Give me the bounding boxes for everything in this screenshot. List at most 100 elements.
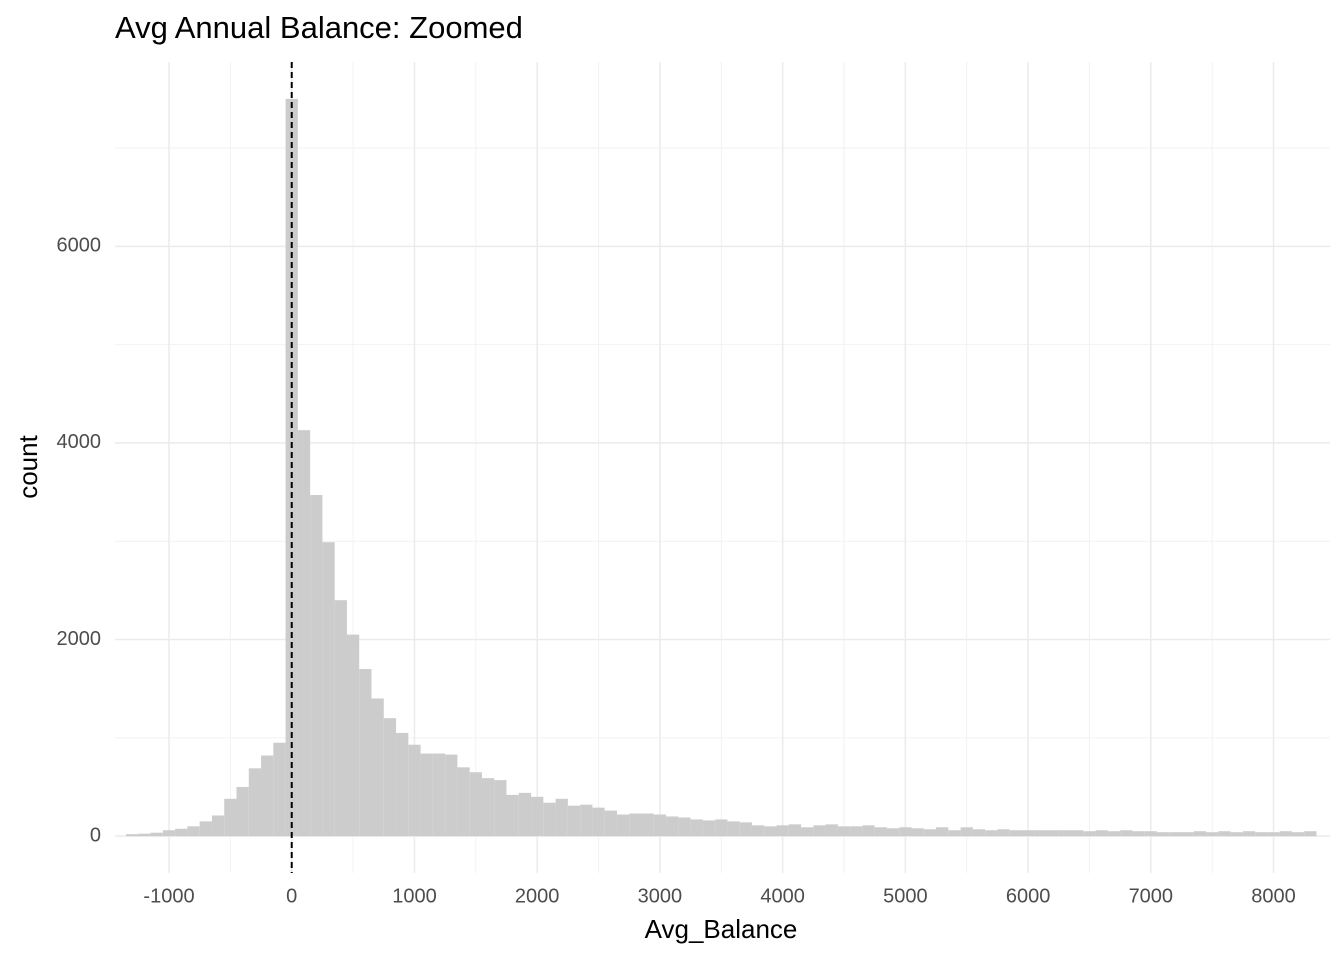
bar <box>396 732 409 837</box>
bar <box>1095 830 1108 837</box>
bar <box>997 829 1010 837</box>
bar <box>788 824 802 837</box>
bar <box>1304 831 1317 837</box>
bar <box>1267 832 1280 837</box>
bar <box>874 827 887 837</box>
bar <box>923 829 937 837</box>
bar <box>580 804 593 837</box>
bar <box>1218 831 1231 837</box>
bar <box>481 778 495 837</box>
bar <box>592 807 605 837</box>
bar <box>1120 830 1133 837</box>
bar <box>1144 831 1157 837</box>
bar <box>1034 830 1047 837</box>
x-tick-label: 1000 <box>392 885 437 907</box>
bar <box>273 742 286 837</box>
bar <box>334 600 347 837</box>
bar <box>543 802 556 837</box>
bar <box>825 824 838 837</box>
y-tick-label: 0 <box>90 824 101 846</box>
bar <box>1193 831 1207 837</box>
bar <box>666 816 679 837</box>
bar <box>297 430 311 837</box>
bar <box>862 825 875 837</box>
bar <box>420 753 433 837</box>
bar <box>1279 831 1292 837</box>
bar <box>960 827 973 837</box>
bar <box>801 827 814 837</box>
bar <box>813 825 826 837</box>
bar <box>359 669 372 837</box>
bar <box>408 744 421 837</box>
bar <box>1009 830 1022 837</box>
bar <box>948 830 961 837</box>
bar <box>604 810 617 837</box>
y-axis-label: count <box>13 434 43 498</box>
bar <box>776 825 789 837</box>
bar <box>899 827 912 837</box>
bar <box>886 828 900 837</box>
bar <box>1255 832 1268 837</box>
bar <box>199 821 212 837</box>
x-tick-label: 8000 <box>1251 885 1296 907</box>
bar <box>739 822 752 837</box>
bar <box>175 828 188 837</box>
bar <box>211 815 225 837</box>
bar <box>985 830 998 837</box>
bar <box>248 768 262 837</box>
bar <box>567 805 581 837</box>
bar <box>1058 830 1072 837</box>
bar <box>850 826 863 837</box>
bar <box>506 794 519 837</box>
bar <box>1107 831 1121 837</box>
bar <box>1230 832 1243 837</box>
bar <box>702 820 716 837</box>
bar <box>629 813 642 837</box>
bar <box>310 495 323 837</box>
x-tick-label: 3000 <box>638 885 683 907</box>
bar <box>727 821 740 837</box>
y-tick-label: 2000 <box>57 628 102 650</box>
bar <box>1083 831 1096 837</box>
bar <box>469 772 482 837</box>
bar <box>972 829 986 837</box>
x-tick-label: 5000 <box>883 885 928 907</box>
bar <box>1242 831 1256 837</box>
bar <box>371 698 384 837</box>
x-tick-label: 6000 <box>1006 885 1051 907</box>
bar <box>1156 832 1170 837</box>
bar <box>187 826 200 837</box>
bar <box>457 767 470 837</box>
bar <box>261 755 274 837</box>
bar <box>1291 832 1305 837</box>
y-tick-label: 6000 <box>57 235 102 257</box>
bar <box>1021 830 1035 837</box>
bar <box>678 817 691 837</box>
bar <box>1206 832 1219 837</box>
bar <box>150 832 163 837</box>
bar <box>383 718 397 837</box>
bar <box>641 813 654 837</box>
bar <box>518 792 532 837</box>
x-tick-label: -1000 <box>143 885 194 907</box>
bar <box>555 798 568 837</box>
bar <box>445 754 458 837</box>
bar <box>494 780 507 837</box>
bar <box>1071 830 1084 837</box>
x-tick-label: 4000 <box>760 885 805 907</box>
y-tick-label: 4000 <box>57 431 102 453</box>
bar <box>653 814 667 837</box>
bar <box>764 826 777 837</box>
bar <box>751 825 765 837</box>
bar <box>690 819 703 837</box>
bar <box>432 753 446 837</box>
bar <box>837 826 851 837</box>
bar <box>1169 832 1182 837</box>
bar <box>138 833 151 837</box>
x-tick-label: 0 <box>286 885 297 907</box>
bar <box>224 798 237 837</box>
bar <box>322 542 335 837</box>
bar <box>911 828 924 837</box>
bar <box>1132 831 1145 837</box>
